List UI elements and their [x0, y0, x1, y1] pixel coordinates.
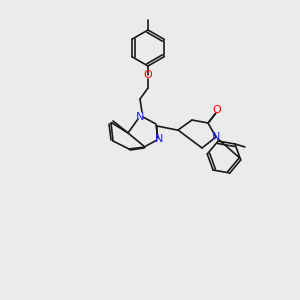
Text: O: O	[213, 105, 221, 115]
Text: O: O	[144, 70, 152, 80]
Text: N: N	[155, 134, 163, 144]
Text: N: N	[136, 112, 144, 122]
Text: N: N	[212, 132, 220, 142]
